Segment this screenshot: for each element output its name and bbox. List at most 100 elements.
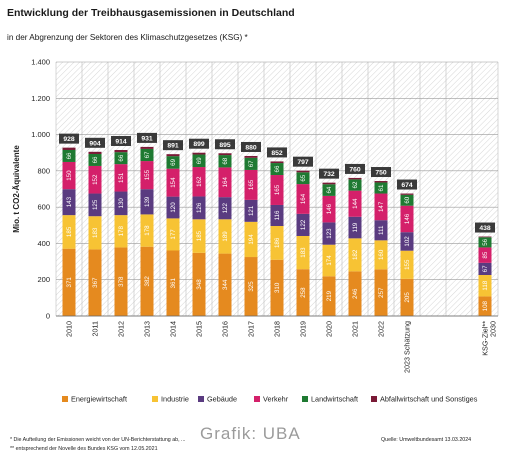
bar-segment (478, 236, 492, 238)
segment-value-label: 125 (92, 199, 99, 210)
bar-segment (374, 193, 388, 221)
bar-segment (270, 163, 284, 176)
bar-segment (270, 226, 284, 260)
bar-segment (296, 184, 310, 214)
segment-value-label: 66 (66, 152, 73, 159)
bar-segment (62, 161, 76, 190)
bar-segment (478, 247, 492, 263)
legend-swatch (152, 396, 158, 402)
segment-value-label: 66 (118, 154, 125, 161)
total-box (241, 141, 261, 152)
segment-value-label: 118 (482, 280, 489, 290)
segment-value-label: 183 (300, 247, 307, 258)
segment-value-label: 120 (170, 202, 177, 213)
segment-value-label: 69 (196, 157, 203, 164)
bar-segment (400, 232, 414, 251)
total-box (475, 222, 495, 233)
x-tick-label: 2018 (273, 321, 282, 337)
bar-segment (270, 259, 284, 316)
segment-value-label: 144 (352, 198, 359, 209)
bar-segment (244, 199, 258, 222)
bar-segment (296, 269, 310, 316)
segment-value-label: 126 (196, 202, 203, 213)
bar-segment (88, 249, 102, 316)
segment-value-label: 150 (66, 170, 73, 181)
bar-segment (374, 182, 388, 194)
bar-segment (192, 252, 206, 316)
segment-value-label: 130 (118, 198, 125, 209)
bar-segment (348, 179, 362, 191)
segment-value-label: 147 (378, 201, 385, 212)
legend-swatch (302, 396, 308, 402)
legend-swatch (62, 396, 68, 402)
x-tick-label: 2012 (117, 321, 126, 337)
segment-value-label: 371 (66, 277, 73, 288)
bar-segment (218, 153, 232, 156)
x-tick-label: 2015 (195, 321, 204, 337)
bar-segment (192, 219, 206, 253)
total-value-label: 928 (63, 136, 75, 143)
legend-swatch (371, 396, 377, 402)
bar-segment (62, 147, 76, 150)
segment-value-label: 67 (482, 265, 489, 272)
legend-label: Landwirtschaft (311, 395, 358, 404)
bar-segment (322, 195, 336, 223)
x-tick-label: 2016 (221, 321, 230, 337)
segment-value-label: 85 (482, 251, 489, 258)
total-box (85, 137, 105, 148)
bar-segment (88, 216, 102, 250)
bar-segment (244, 169, 258, 200)
total-value-label: 674 (401, 182, 413, 189)
segment-value-label: 194 (248, 234, 255, 245)
segment-value-label: 67 (144, 151, 151, 158)
total-value-label: 904 (89, 140, 101, 147)
total-value-label: 732 (323, 171, 335, 178)
bar-segment (192, 196, 206, 220)
x-tick-label: KSG-Ziel** (481, 321, 490, 356)
bar-segment (244, 155, 258, 158)
x-tick-label: 2013 (143, 321, 152, 337)
segment-value-label: 56 (482, 238, 489, 245)
bar-segment (140, 246, 154, 316)
total-box (59, 133, 79, 144)
segment-value-label: 165 (274, 184, 281, 195)
bar-segment (348, 238, 362, 272)
segment-value-label: 65 (300, 174, 307, 181)
segment-value-label: 102 (404, 236, 411, 247)
chart-title: Entwicklung der Treibhausgasemissionen i… (7, 7, 295, 19)
bar-segment (218, 155, 232, 168)
segment-value-label: 160 (378, 249, 385, 260)
bar-segment (114, 164, 128, 192)
segment-value-label: 121 (248, 205, 255, 216)
bar-segment (192, 152, 206, 155)
y-tick-label: 1.000 (31, 130, 50, 139)
total-box (267, 147, 287, 158)
segment-value-label: 152 (92, 174, 99, 185)
bar-segment (322, 182, 336, 185)
x-tick-label: 2023 Schätzung (403, 321, 412, 373)
bar-segment (166, 196, 180, 219)
segment-value-label: 60 (404, 196, 411, 203)
bar-segment (114, 215, 128, 248)
total-box (319, 168, 339, 179)
total-value-label: 880 (245, 144, 257, 151)
bar-segment (400, 194, 414, 206)
bar-segment (218, 253, 232, 316)
total-value-label: 438 (479, 225, 491, 232)
segment-value-label: 69 (170, 158, 177, 165)
chart-subtitle: in der Abgrenzung der Sektoren des Klima… (7, 33, 248, 42)
axes: 0 200 400 600 800 1.000 1.200 1.400 Mio. t CO2-Ä… (12, 58, 498, 373)
x-tick-label: 2020 (325, 321, 334, 337)
bar-segment (348, 190, 362, 217)
bar-segment (114, 152, 128, 165)
y-tick-label: 1.200 (31, 94, 50, 103)
total-box (345, 163, 365, 174)
footnote-2: ** entsprechend der Novelle des Bundes K… (10, 446, 158, 452)
segment-value-label: 185 (196, 230, 203, 241)
bar-segment (114, 191, 128, 216)
x-tick-label: 2030 (489, 321, 498, 337)
segment-value-label: 165 (248, 179, 255, 190)
total-box (293, 156, 313, 167)
legend-label: Industrie (161, 395, 189, 404)
